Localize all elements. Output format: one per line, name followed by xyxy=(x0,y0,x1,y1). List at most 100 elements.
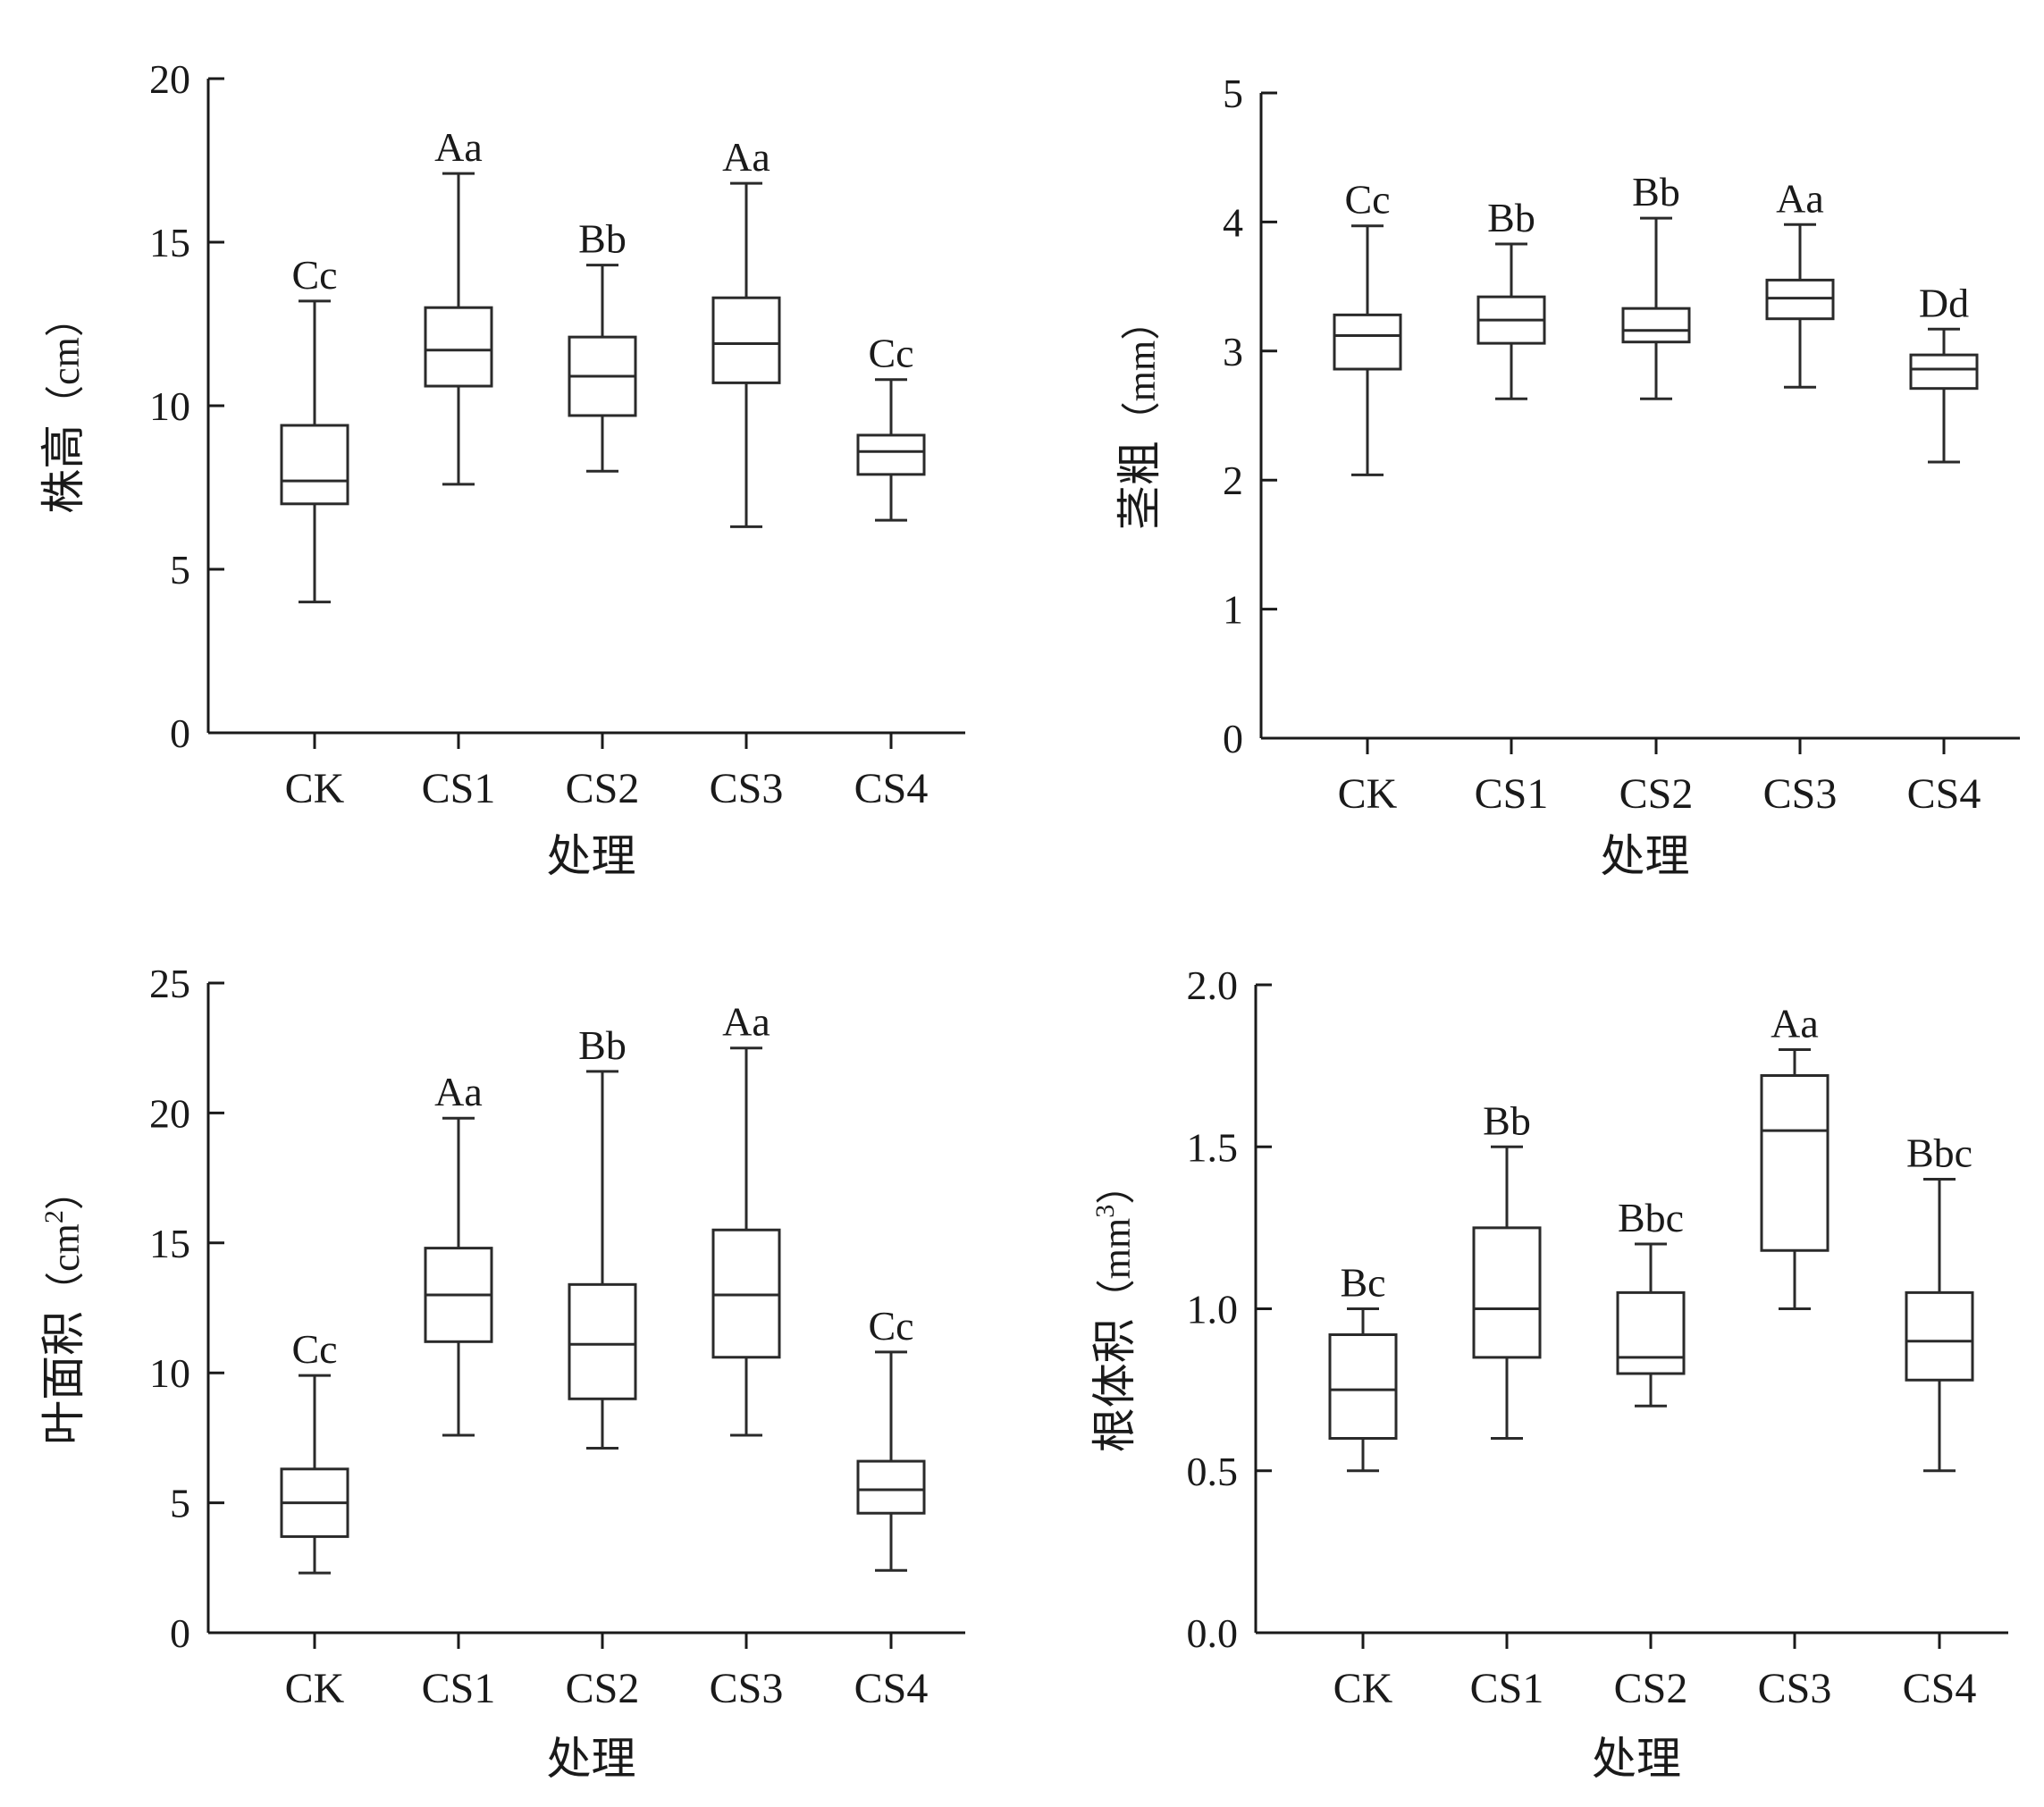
significance-label: Bb xyxy=(578,1022,627,1068)
y-axis-label-main: 根体积 xyxy=(1089,1318,1140,1452)
x-tick-label: CK xyxy=(285,1665,345,1712)
y-tick-label: 0 xyxy=(1223,716,1243,761)
y-tick-label: 10 xyxy=(149,1350,190,1396)
box-iqr xyxy=(711,296,781,384)
chart-root-volume: 0.0 0.5 1.0 1.5 2.0 CK CS1 CS2 CS3 CS4 Bc Bb Bbc Aa Bb… xyxy=(1089,962,2008,1784)
significance-label: Cc xyxy=(1344,177,1390,223)
significance-label: Bb xyxy=(578,216,627,262)
chart-stem-diameter: 0 1 2 3 4 5 CK CS1 CS2 CS3 CS4 Cc Bb Bb Aa Dd 处理 茎粗（mm） xyxy=(1115,71,2020,881)
x-axis-label: 处理 xyxy=(547,1734,636,1784)
chart-plant-height: 0 5 10 15 20 CK CS1 CS2 CS3 CS4 Cc Aa Bb Aa Cc 处理 株高（cm） xyxy=(38,56,965,881)
x-tick-label: CS1 xyxy=(1470,1665,1544,1712)
box-iqr xyxy=(1909,353,1979,391)
x-tick-label: CS4 xyxy=(854,765,929,812)
y-axis-label: 叶面积（cm2） xyxy=(38,1171,88,1445)
y-tick-label: 1.0 xyxy=(1187,1287,1239,1332)
significance-label: Aa xyxy=(434,1069,483,1114)
y-tick-label: 0 xyxy=(170,1610,190,1656)
y-tick-label: 2 xyxy=(1223,458,1243,503)
y-axis-label-unit: （mm xyxy=(1095,1218,1139,1318)
y-axis-label-main: 株高 xyxy=(38,424,88,514)
box-iqr xyxy=(1621,307,1691,344)
x-tick-label: CS2 xyxy=(1614,1665,1688,1712)
box-iqr xyxy=(856,433,926,476)
x-tick-label: CS3 xyxy=(710,765,784,812)
significance-label: Aa xyxy=(434,124,483,170)
y-tick-label: 1.5 xyxy=(1187,1124,1239,1170)
y-tick-label: 10 xyxy=(149,383,190,429)
significance-label: Bb xyxy=(1632,169,1680,214)
box-iqr xyxy=(1328,1333,1398,1440)
y-tick-label: 0.0 xyxy=(1187,1610,1239,1656)
y-axis-label-main: 茎粗 xyxy=(1115,441,1165,530)
x-tick-label: CS2 xyxy=(566,765,640,812)
x-tick-label: CS4 xyxy=(1907,770,1981,818)
y-axis-label: 根体积（mm3） xyxy=(1089,1165,1140,1452)
box-iqr xyxy=(1616,1290,1686,1375)
y-axis-label-superscript: 2 xyxy=(39,1210,69,1223)
box-iqr xyxy=(1905,1290,1974,1382)
y-axis-label-unit: （cm xyxy=(44,1223,88,1311)
box-iqr xyxy=(424,306,493,388)
y-tick-label: 1 xyxy=(1223,587,1243,633)
y-tick-label: 5 xyxy=(170,1481,190,1526)
y-tick-label: 4 xyxy=(1223,199,1243,245)
significance-label: Bc xyxy=(1340,1260,1385,1306)
significance-label: Cc xyxy=(291,252,337,298)
x-tick-label: CS4 xyxy=(1903,1665,1977,1712)
x-tick-label: CS1 xyxy=(1475,770,1549,818)
y-tick-label: 0 xyxy=(170,710,190,756)
x-tick-label: CS1 xyxy=(422,765,496,812)
x-tick-label: CS3 xyxy=(710,1665,784,1712)
x-tick-label: CK xyxy=(1333,1665,1393,1712)
significance-label: Aa xyxy=(1776,175,1824,221)
x-tick-label: CS2 xyxy=(566,1665,640,1712)
y-axis-label-close: ） xyxy=(1095,1165,1139,1205)
x-tick-label: CS2 xyxy=(1619,770,1694,818)
x-axis-label: 处理 xyxy=(547,831,636,881)
box-iqr xyxy=(1472,1226,1542,1359)
y-tick-label: 25 xyxy=(149,961,190,1006)
y-tick-label: 0.5 xyxy=(1187,1449,1239,1494)
y-tick-label: 20 xyxy=(149,56,190,102)
significance-label: Bb xyxy=(1487,195,1535,240)
chart-leaf-area: 0 5 10 15 20 25 CK CS1 CS2 CS3 CS4 Cc Aa Bb Aa Cc 处理 叶面积（… xyxy=(38,961,965,1784)
x-tick-label: CS1 xyxy=(422,1665,496,1712)
significance-label: Bbc xyxy=(1906,1130,1973,1176)
box-iqr xyxy=(1333,313,1402,371)
box-iqr xyxy=(856,1459,926,1515)
y-tick-label: 5 xyxy=(170,547,190,593)
y-axis-label: 株高（cm） xyxy=(38,298,88,514)
x-tick-label: CS4 xyxy=(854,1665,929,1712)
significance-label: Bbc xyxy=(1618,1195,1684,1240)
y-axis-label-superscript: 3 xyxy=(1090,1205,1120,1218)
y-axis-label-main: 叶面积 xyxy=(38,1311,88,1445)
significance-label: Cc xyxy=(291,1326,337,1372)
significance-label: Cc xyxy=(868,331,913,376)
x-tick-label: CK xyxy=(285,765,345,812)
significance-label: Bb xyxy=(1483,1097,1531,1143)
y-axis-label-close: ） xyxy=(44,1171,88,1210)
y-tick-label: 15 xyxy=(149,1221,190,1266)
significance-label: Aa xyxy=(1771,1001,1819,1046)
y-tick-label: 3 xyxy=(1223,329,1243,374)
x-axis-label: 处理 xyxy=(1601,831,1690,881)
y-tick-label: 2.0 xyxy=(1187,962,1239,1008)
significance-label: Aa xyxy=(722,134,770,180)
x-tick-label: CK xyxy=(1338,770,1398,818)
box-iqr xyxy=(1760,1074,1830,1252)
x-tick-label: CS3 xyxy=(1758,1665,1832,1712)
significance-label: Aa xyxy=(722,999,770,1045)
box-iqr xyxy=(568,1282,637,1400)
y-axis-label-unit: （cm） xyxy=(44,298,88,424)
x-tick-label: CS3 xyxy=(1763,770,1838,818)
y-axis-label-unit: （mm） xyxy=(1120,301,1164,441)
x-axis-label: 处理 xyxy=(1592,1734,1681,1784)
y-tick-label: 5 xyxy=(1223,71,1243,116)
y-axis-label: 茎粗（mm） xyxy=(1115,301,1165,530)
significance-label: Cc xyxy=(868,1303,913,1349)
significance-label: Dd xyxy=(1919,280,1969,325)
y-tick-label: 15 xyxy=(149,220,190,265)
y-tick-label: 20 xyxy=(149,1090,190,1136)
